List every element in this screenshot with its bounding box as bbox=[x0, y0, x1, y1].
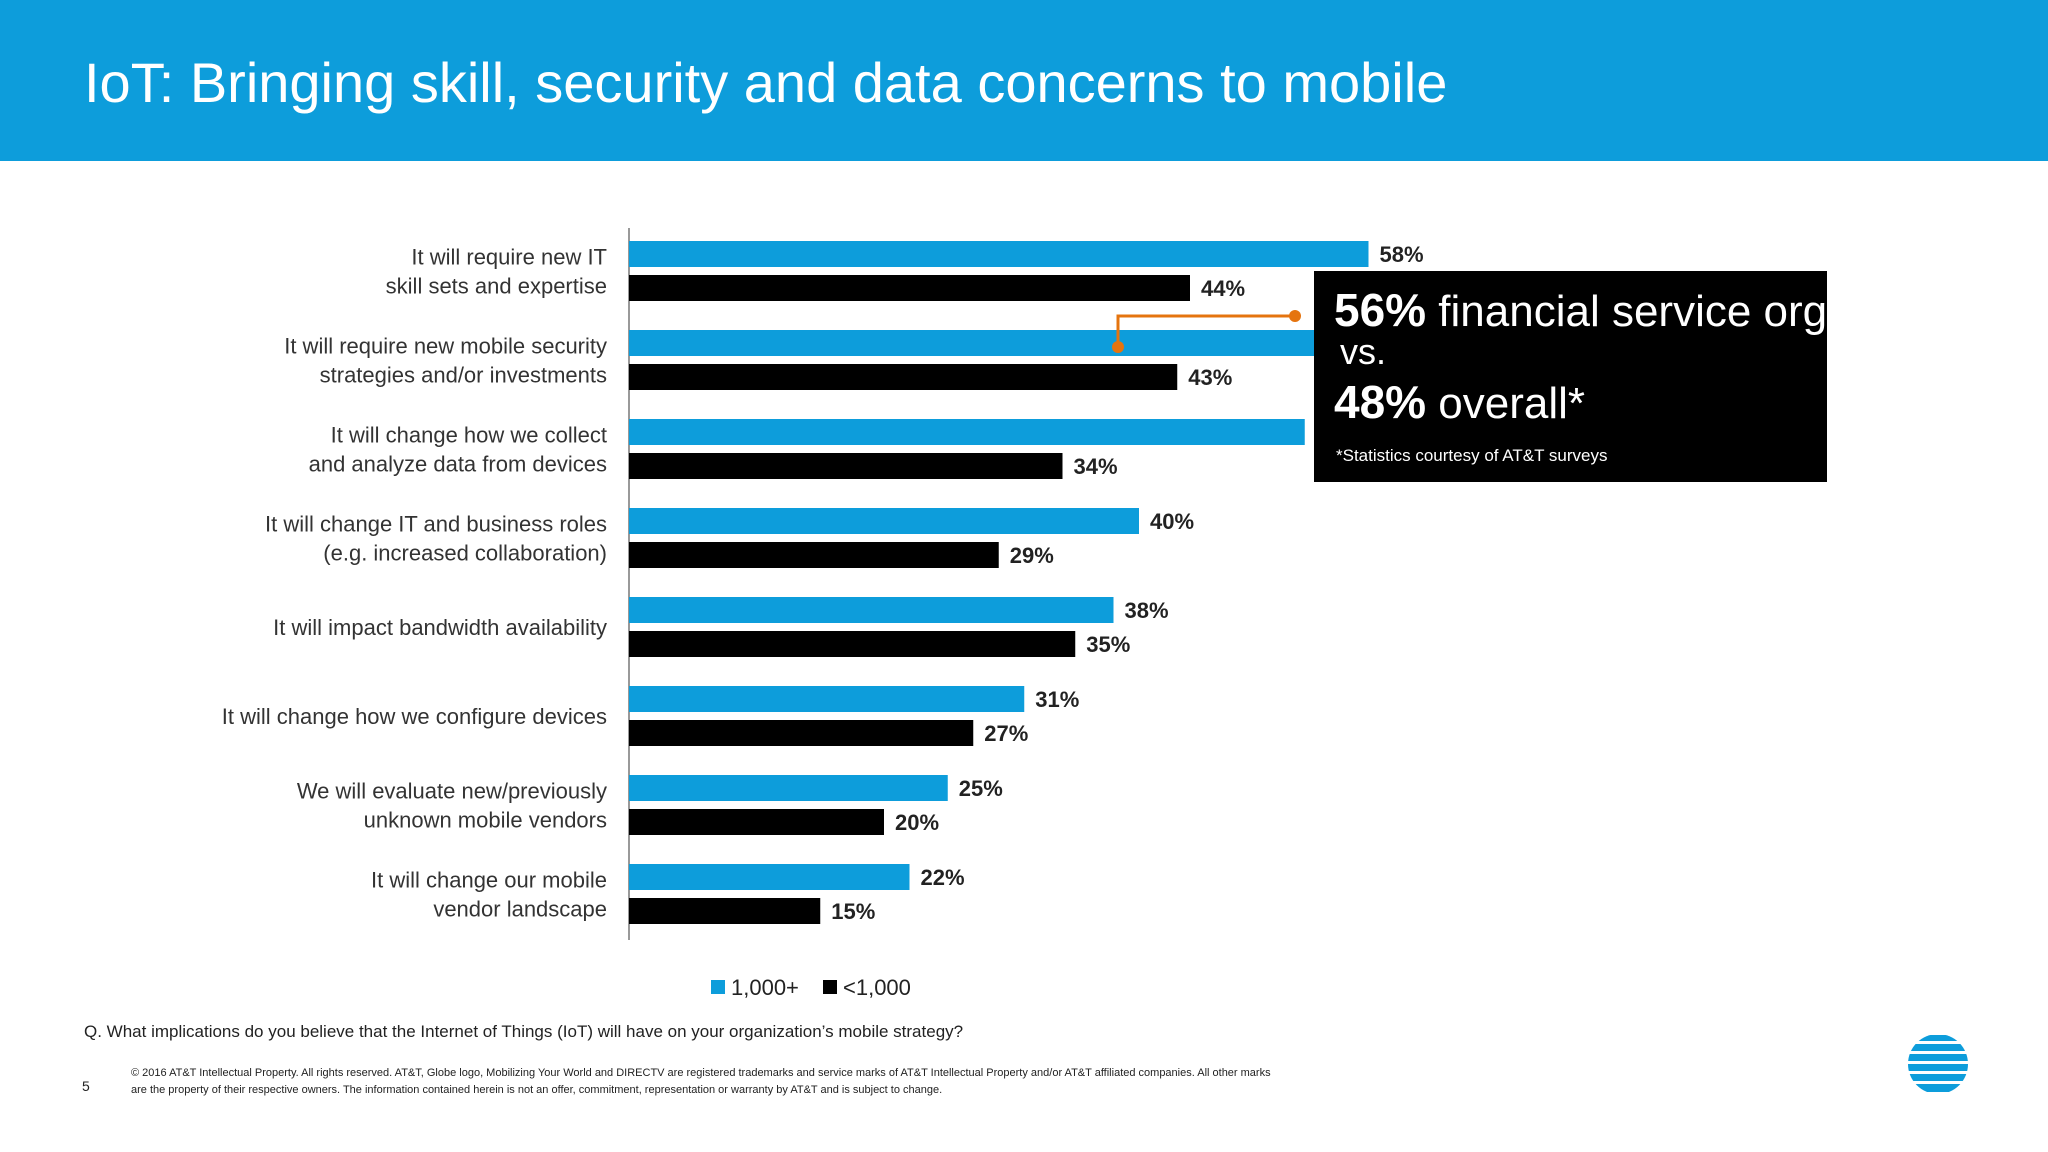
bar-large-org-5 bbox=[629, 686, 1025, 712]
category-label-6-line-1: unknown mobile vendors bbox=[364, 808, 607, 833]
bar-small-org-7 bbox=[629, 898, 821, 924]
value-label-small-org-5: 27% bbox=[984, 721, 1028, 746]
callout-stat-overall: 48% bbox=[1334, 376, 1427, 428]
page-title: IoT: Bringing skill, security and data c… bbox=[84, 51, 1448, 114]
bar-large-org-3 bbox=[629, 508, 1139, 534]
bar-small-org-2 bbox=[629, 453, 1063, 479]
value-label-small-org-7: 15% bbox=[831, 899, 875, 924]
value-label-small-org-3: 29% bbox=[1010, 543, 1054, 568]
category-label-0-line-1: skill sets and expertise bbox=[386, 274, 607, 299]
callout-stat-financial: 56% bbox=[1334, 284, 1427, 336]
category-label-7-line-1: vendor landscape bbox=[433, 897, 607, 922]
callout-box: 56% financial service orgs vs. 48% overa… bbox=[1314, 271, 1849, 482]
att-globe-logo bbox=[1908, 1034, 1968, 1094]
copyright-notice: © 2016 AT&T Intellectual Property. All r… bbox=[131, 1067, 1271, 1096]
survey-question: Q. What implications do you believe that… bbox=[84, 1022, 964, 1041]
callout-footnote: *Statistics courtesy of AT&T surveys bbox=[1336, 446, 1608, 465]
category-label-2-line-1: and analyze data from devices bbox=[309, 452, 607, 477]
title-bar bbox=[0, 0, 2048, 161]
bar-large-org-0 bbox=[629, 241, 1369, 267]
bar-small-org-3 bbox=[629, 542, 999, 568]
value-label-small-org-2: 34% bbox=[1074, 454, 1118, 479]
category-label-4-line-0: It will impact bandwidth availability bbox=[273, 615, 607, 640]
callout-line-financial: 56% financial service orgs bbox=[1334, 283, 1849, 337]
bar-small-org-5 bbox=[629, 720, 974, 746]
callout-line-overall: 48% overall* bbox=[1334, 375, 1585, 429]
value-label-large-org-4: 38% bbox=[1125, 598, 1169, 623]
bar-large-org-7 bbox=[629, 864, 910, 890]
connector-dot-callout bbox=[1289, 310, 1301, 322]
page-number: 5 bbox=[82, 1078, 90, 1094]
category-label-7-line-0: It will change our mobile bbox=[371, 868, 607, 893]
legend-label-large-org: 1,000+ bbox=[731, 975, 799, 1000]
bar-small-org-0 bbox=[629, 275, 1190, 301]
callout-text-financial: financial service orgs bbox=[1426, 287, 1850, 336]
bar-large-org-4 bbox=[629, 597, 1114, 623]
value-label-large-org-5: 31% bbox=[1035, 687, 1079, 712]
bar-large-org-6 bbox=[629, 775, 948, 801]
value-label-large-org-6: 25% bbox=[959, 776, 1003, 801]
callout-connector-line bbox=[1116, 314, 1295, 347]
bar-small-org-6 bbox=[629, 809, 884, 835]
category-label-5-line-0: It will change how we configure devices bbox=[222, 704, 607, 729]
bar-large-org-2 bbox=[629, 419, 1305, 445]
value-label-large-org-7: 22% bbox=[921, 865, 965, 890]
legend-swatch-large-org bbox=[711, 980, 725, 994]
category-label-0-line-0: It will require new IT bbox=[411, 245, 607, 270]
category-label-6-line-0: We will evaluate new/previously bbox=[297, 779, 607, 804]
category-label-2-line-0: It will change how we collect bbox=[331, 423, 607, 448]
legend-swatch-small-org bbox=[823, 980, 837, 994]
value-label-small-org-1: 43% bbox=[1188, 365, 1232, 390]
value-label-small-org-0: 44% bbox=[1201, 276, 1245, 301]
legend-label-small-org: <1,000 bbox=[843, 975, 911, 1000]
category-label-3-line-0: It will change IT and business roles bbox=[265, 512, 607, 537]
callout-text-overall: overall* bbox=[1426, 379, 1586, 428]
callout-vs: vs. bbox=[1340, 331, 1387, 372]
value-label-small-org-6: 20% bbox=[895, 810, 939, 835]
value-label-large-org-3: 40% bbox=[1150, 509, 1194, 534]
category-label-1-line-0: It will require new mobile security bbox=[284, 334, 607, 359]
value-label-small-org-4: 35% bbox=[1086, 632, 1130, 657]
bar-large-org-1 bbox=[629, 330, 1331, 356]
bar-small-org-4 bbox=[629, 631, 1076, 657]
category-label-1-line-1: strategies and/or investments bbox=[320, 363, 607, 388]
connector-dot-bar bbox=[1112, 341, 1124, 353]
value-label-large-org-0: 58% bbox=[1380, 242, 1424, 267]
bar-small-org-1 bbox=[629, 364, 1178, 390]
category-label-3-line-1: (e.g. increased collaboration) bbox=[323, 541, 607, 566]
